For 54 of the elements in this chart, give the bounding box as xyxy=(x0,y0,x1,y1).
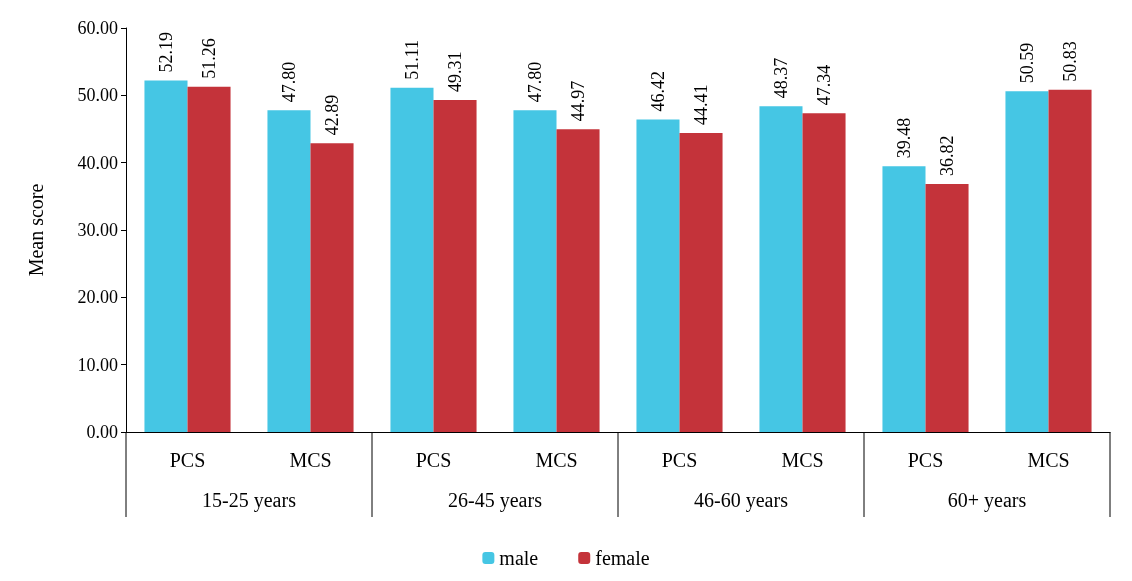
y-tick-label: 10.00 xyxy=(77,354,118,375)
data-label: 50.59 xyxy=(1016,42,1037,84)
bar xyxy=(1005,91,1049,432)
y-tick-label: 0.00 xyxy=(86,422,118,442)
bar xyxy=(187,86,231,432)
bar xyxy=(925,184,969,432)
data-label: 44.97 xyxy=(568,80,589,122)
data-label: 51.26 xyxy=(199,38,220,79)
y-tick-label: 60.00 xyxy=(77,18,118,38)
x-tick-label: PCS xyxy=(661,449,698,471)
x-tick-label: MCS xyxy=(781,449,824,471)
bar xyxy=(802,113,846,432)
data-label: 42.89 xyxy=(322,94,343,136)
bar xyxy=(679,132,723,432)
legend-label: female xyxy=(595,547,650,569)
y-tick-label: 50.00 xyxy=(77,85,118,106)
bar xyxy=(310,143,354,432)
data-label: 39.48 xyxy=(893,117,914,159)
y-tick-label: 30.00 xyxy=(77,220,118,240)
data-label: 48.37 xyxy=(770,57,791,99)
bar xyxy=(759,106,803,432)
data-label: 36.82 xyxy=(937,135,958,177)
bar xyxy=(433,99,477,432)
data-label: 50.83 xyxy=(1060,41,1081,82)
bar xyxy=(513,110,557,432)
text: 60+ years xyxy=(947,489,1027,512)
data-label: 52.19 xyxy=(155,32,176,73)
bar xyxy=(882,166,926,432)
data-label: 47.34 xyxy=(814,64,835,106)
x-tick-label: MCS xyxy=(289,449,332,471)
bar xyxy=(636,119,680,432)
data-label: 51.11 xyxy=(401,40,422,80)
bar xyxy=(1048,89,1092,432)
text: 26-45 years xyxy=(448,489,543,512)
y-tick-label: 40.00 xyxy=(77,152,118,173)
bar xyxy=(144,80,188,432)
data-label: 44.41 xyxy=(691,84,712,125)
data-label: 46.42 xyxy=(647,70,668,112)
y-axis-title: Mean score xyxy=(25,183,47,277)
bar xyxy=(267,110,311,432)
x-tick-label: MCS xyxy=(1027,449,1070,471)
data-label: 47.80 xyxy=(278,61,299,103)
x-tick-label: PCS xyxy=(415,449,452,471)
text: 46-60 years xyxy=(694,489,789,512)
data-label: 47.80 xyxy=(524,61,545,103)
y-tick-label: 20.00 xyxy=(77,287,118,308)
data-label: 49.31 xyxy=(445,51,466,92)
bar xyxy=(390,87,434,432)
bar xyxy=(556,129,600,432)
text: 15-25 years xyxy=(202,489,297,512)
x-tick-label: PCS xyxy=(169,449,206,471)
x-tick-label: MCS xyxy=(535,449,578,471)
x-tick-label: PCS xyxy=(907,449,944,471)
legend-label: male xyxy=(499,547,539,569)
